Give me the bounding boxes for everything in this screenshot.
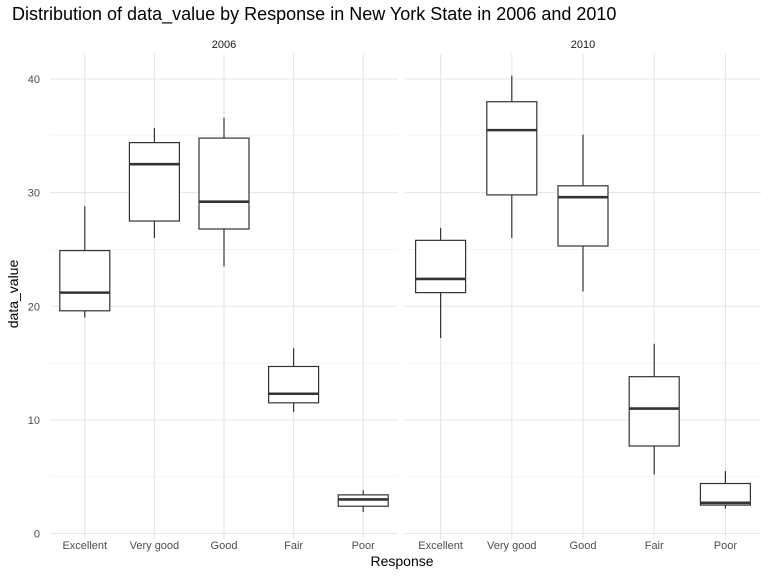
box-very-good (128, 127, 180, 239)
box-fair (628, 343, 680, 475)
facet-label: 2010 (571, 39, 595, 51)
x-tick-label: Excellent (62, 540, 107, 552)
x-tick-label: Good (570, 540, 597, 552)
box-poor (699, 471, 752, 509)
box-iqr (699, 482, 752, 506)
box-iqr (128, 142, 180, 222)
box-excellent (415, 227, 467, 339)
x-tick-label: Very good (130, 540, 180, 552)
x-tick-label: Excellent (418, 540, 463, 552)
facet-panel-2006: 2006 Excellent Very good Good Fair Poor (50, 39, 398, 552)
x-tick-label: Good (211, 540, 238, 552)
box-iqr (628, 376, 680, 447)
x-axis-title: Response (370, 553, 433, 569)
box-good (557, 134, 609, 292)
y-tick-label: 20 (28, 301, 40, 313)
box-iqr (268, 365, 320, 404)
box-iqr (59, 249, 111, 312)
facet-label: 2006 (212, 39, 236, 51)
y-tick-label: 10 (28, 415, 40, 427)
y-tick-label: 0 (34, 529, 40, 541)
box-fair (268, 348, 320, 412)
x-tick-label: Poor (714, 540, 738, 552)
chart-title: Distribution of data_value by Response i… (12, 4, 617, 24)
box-excellent (59, 206, 111, 318)
box-good (198, 117, 250, 267)
y-tick-label: 30 (28, 188, 40, 200)
box-very-good (486, 75, 538, 239)
y-axis-title: data_value (5, 260, 21, 329)
box-iqr (198, 137, 250, 230)
facet-panel-2010: 2010 Excellent Very good Good Fair Poor (405, 39, 761, 552)
x-tick-label: Poor (352, 540, 376, 552)
x-tick-label: Very good (487, 540, 537, 552)
x-tick-label: Fair (645, 540, 664, 552)
box-iqr (486, 101, 538, 196)
box-poor (337, 490, 389, 512)
box-iqr (557, 185, 609, 247)
box-iqr (415, 239, 467, 294)
y-tick-label: 40 (28, 74, 40, 86)
x-tick-label: Fair (284, 540, 303, 552)
